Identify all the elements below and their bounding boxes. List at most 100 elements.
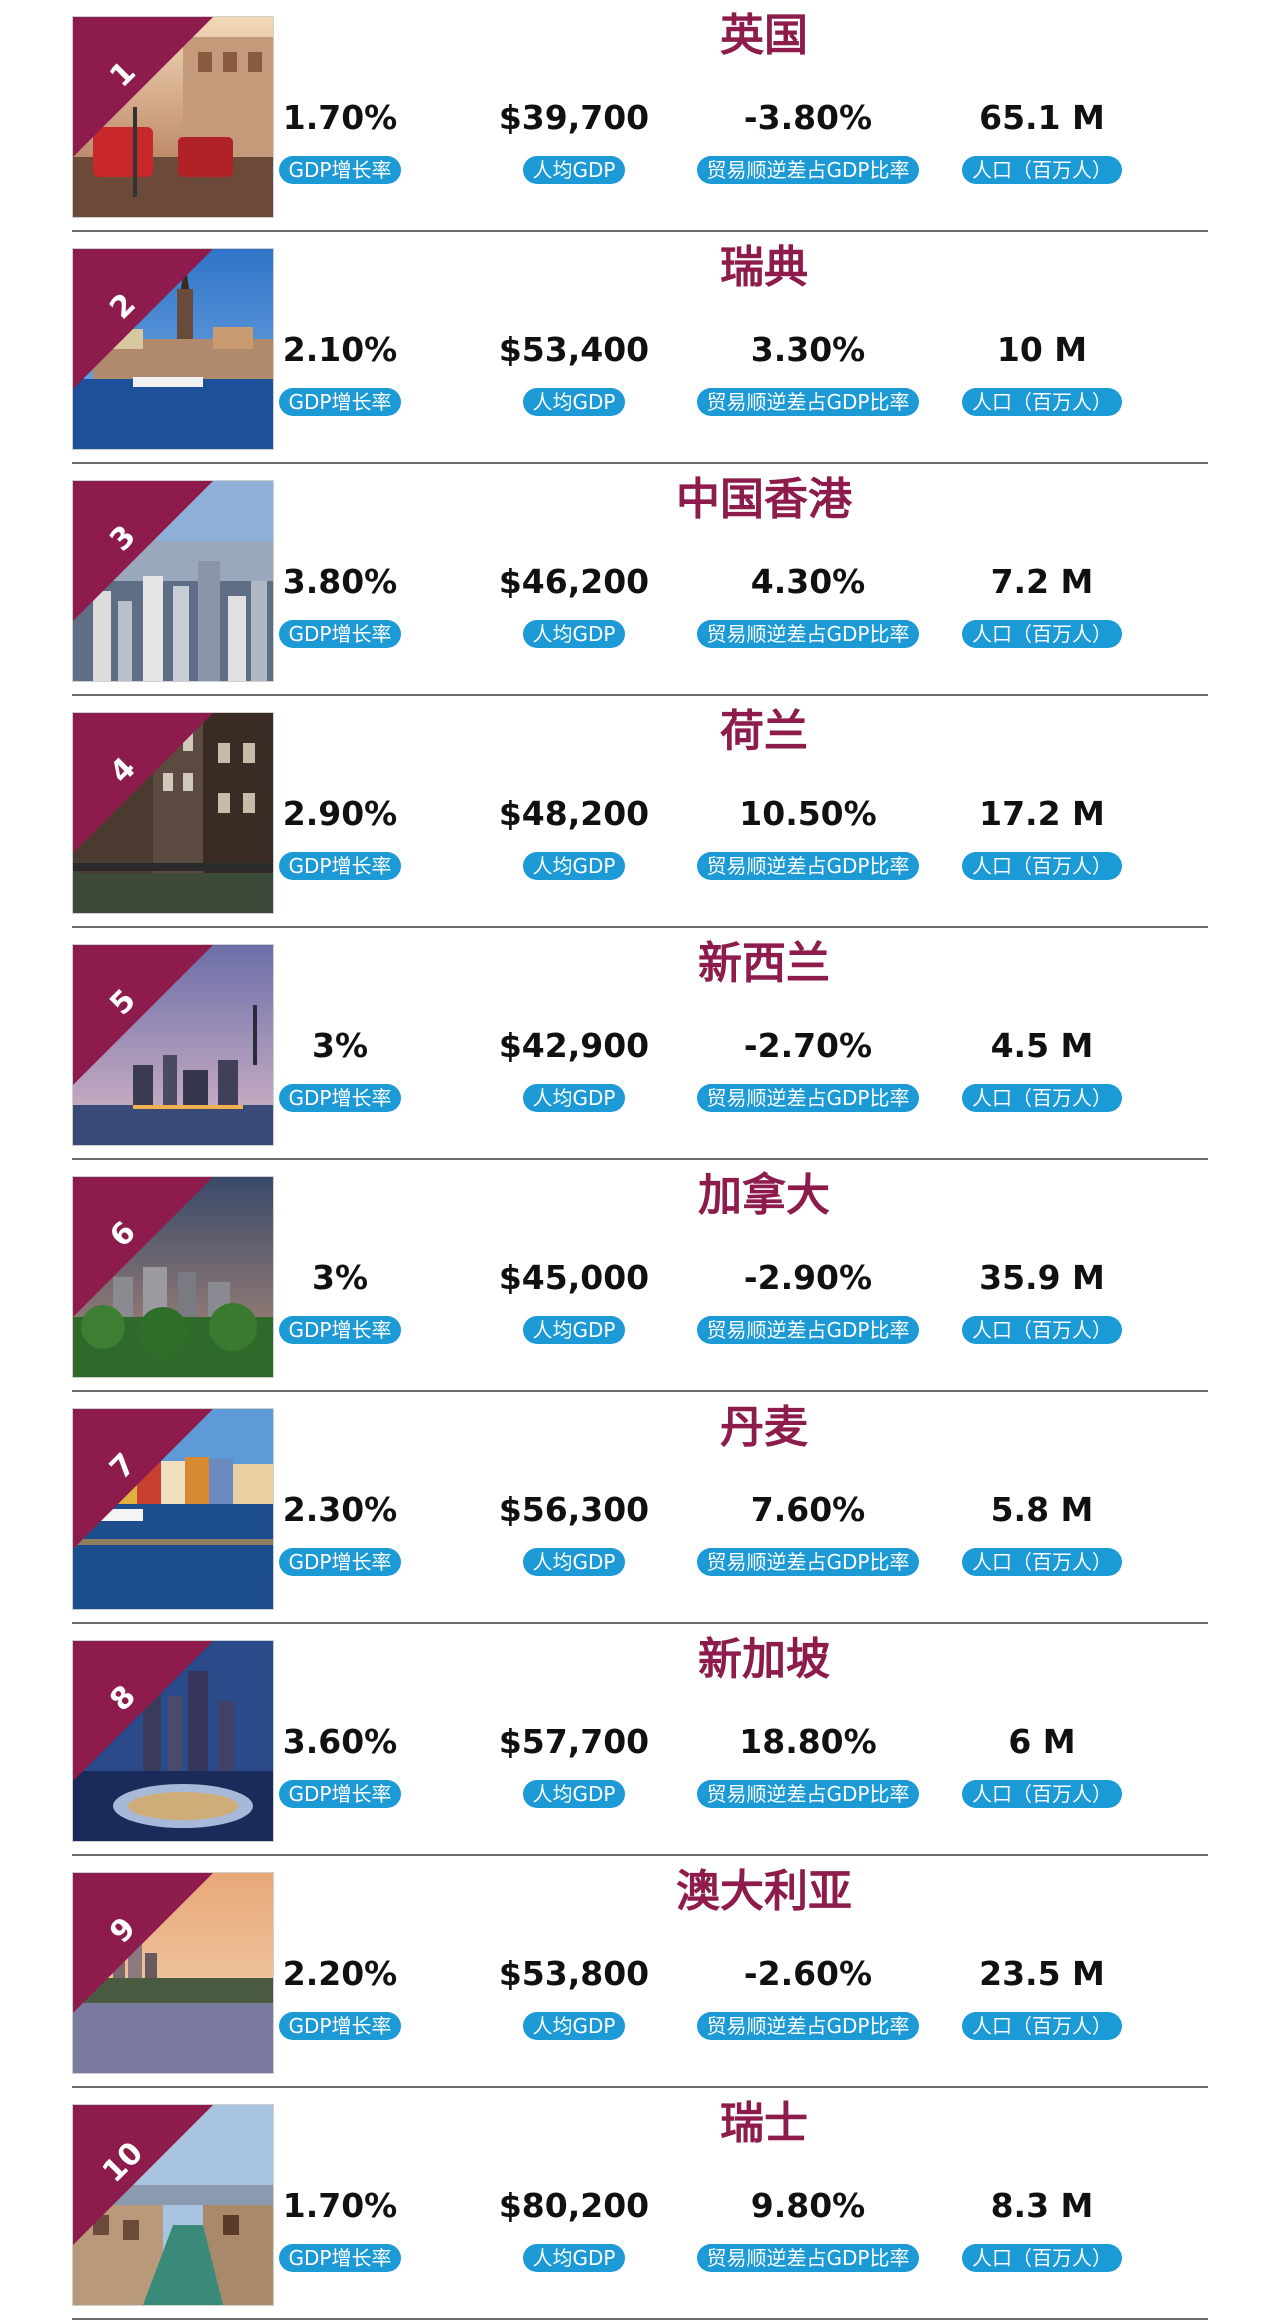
row-divider	[72, 1158, 1208, 1160]
rank-number: 5	[103, 982, 143, 1023]
gdp-per-capita-value: $42,900	[498, 1026, 650, 1065]
country-row-1: 1 英国 1.70% GDP增长率 $39,700 人均GDP -3.80% 贸…	[72, 0, 1208, 232]
stat-population: 4.5 M 人口（百万人）	[942, 1024, 1142, 1112]
country-photo: 10	[72, 2104, 274, 2306]
row-divider	[72, 2318, 1208, 2320]
gdp-per-capita-value: $48,200	[498, 794, 650, 833]
country-name: 新加坡	[698, 1634, 830, 1685]
country-name: 瑞典	[720, 242, 808, 293]
stat-gdp-growth: 2.10% GDP增长率	[240, 328, 440, 416]
stat-gdp-growth: 1.70% GDP增长率	[240, 2184, 440, 2272]
country-row-8: 8 新加坡 3.60% GDP增长率 $57,700 人均GDP 18.80% …	[72, 1624, 1208, 1856]
stat-gdp-per-capita: $45,000 人均GDP	[474, 1256, 674, 1344]
trade-balance-label: 贸易顺逆差占GDP比率	[696, 1780, 920, 1808]
gdp-per-capita-label: 人均GDP	[522, 2244, 626, 2272]
gdp-per-capita-label: 人均GDP	[522, 1548, 626, 1576]
country-name: 英国	[720, 10, 808, 61]
rank-ribbon	[73, 1641, 213, 1781]
population-label: 人口（百万人）	[962, 1316, 1122, 1344]
rank-ribbon	[73, 249, 213, 389]
stat-gdp-per-capita: $39,700 人均GDP	[474, 96, 674, 184]
gdp-per-capita-value: $53,400	[498, 330, 650, 369]
trade-balance-label: 贸易顺逆差占GDP比率	[696, 156, 920, 184]
gdp-growth-value: 2.90%	[282, 794, 398, 833]
gdp-growth-value: 2.30%	[282, 1490, 398, 1529]
gdp-growth-value: 2.20%	[282, 1954, 398, 1993]
stat-gdp-growth: 2.90% GDP增长率	[240, 792, 440, 880]
population-label: 人口（百万人）	[962, 1780, 1122, 1808]
country-name: 丹麦	[720, 1402, 808, 1453]
stat-trade-balance: 4.30% 贸易顺逆差占GDP比率	[678, 560, 938, 648]
rank-badge: 3	[73, 481, 173, 581]
rank-ribbon	[73, 713, 213, 853]
rank-ribbon	[73, 2105, 213, 2245]
gdp-per-capita-label: 人均GDP	[522, 620, 626, 648]
gdp-per-capita-value: $57,700	[498, 1722, 650, 1761]
stat-gdp-growth: 3.60% GDP增长率	[240, 1720, 440, 1808]
population-label: 人口（百万人）	[962, 156, 1122, 184]
trade-balance-label: 贸易顺逆差占GDP比率	[696, 388, 920, 416]
stat-population: 6 M 人口（百万人）	[942, 1720, 1142, 1808]
rank-ribbon	[73, 17, 213, 157]
country-row-6: 6 加拿大 3% GDP增长率 $45,000 人均GDP -2.90% 贸易顺…	[72, 1160, 1208, 1392]
row-divider	[72, 462, 1208, 464]
stat-gdp-growth: 1.70% GDP增长率	[240, 96, 440, 184]
population-value: 6 M	[1008, 1722, 1076, 1761]
population-label: 人口（百万人）	[962, 388, 1122, 416]
row-divider	[72, 1390, 1208, 1392]
population-label: 人口（百万人）	[962, 1084, 1122, 1112]
stat-gdp-growth: 2.30% GDP增长率	[240, 1488, 440, 1576]
trade-balance-value: 10.50%	[739, 794, 877, 833]
gdp-growth-label: GDP增长率	[278, 620, 402, 648]
gdp-per-capita-value: $45,000	[498, 1258, 650, 1297]
stat-gdp-per-capita: $53,400 人均GDP	[474, 328, 674, 416]
rank-number: 10	[95, 2135, 151, 2190]
stat-population: 35.9 M 人口（百万人）	[942, 1256, 1142, 1344]
rank-number: 3	[103, 518, 143, 559]
stat-population: 7.2 M 人口（百万人）	[942, 560, 1142, 648]
population-value: 23.5 M	[979, 1954, 1105, 1993]
country-name: 瑞士	[720, 2098, 808, 2149]
country-row-9: 9 澳大利亚 2.20% GDP增长率 $53,800 人均GDP -2.60%…	[72, 1856, 1208, 2088]
stat-population: 10 M 人口（百万人）	[942, 328, 1142, 416]
country-row-4: 4 荷兰 2.90% GDP增长率 $48,200 人均GDP 10.50% 贸…	[72, 696, 1208, 928]
population-label: 人口（百万人）	[962, 2244, 1122, 2272]
stat-population: 5.8 M 人口（百万人）	[942, 1488, 1142, 1576]
gdp-growth-label: GDP增长率	[278, 2244, 402, 2272]
country-photo: 5	[72, 944, 274, 1146]
stat-population: 17.2 M 人口（百万人）	[942, 792, 1142, 880]
population-value: 35.9 M	[979, 1258, 1105, 1297]
country-row-5: 5 新西兰 3% GDP增长率 $42,900 人均GDP -2.70% 贸易顺…	[72, 928, 1208, 1160]
gdp-per-capita-value: $46,200	[498, 562, 650, 601]
photo-scene	[73, 17, 273, 217]
stat-gdp-per-capita: $57,700 人均GDP	[474, 1720, 674, 1808]
country-photo: 2	[72, 248, 274, 450]
population-value: 7.2 M	[990, 562, 1094, 601]
stat-population: 65.1 M 人口（百万人）	[942, 96, 1142, 184]
trade-balance-value: -2.60%	[743, 1954, 873, 1993]
gdp-per-capita-label: 人均GDP	[522, 1316, 626, 1344]
stat-trade-balance: 10.50% 贸易顺逆差占GDP比率	[678, 792, 938, 880]
gdp-per-capita-label: 人均GDP	[522, 2012, 626, 2040]
gdp-per-capita-label: 人均GDP	[522, 388, 626, 416]
row-divider	[72, 230, 1208, 232]
gdp-per-capita-value: $53,800	[498, 1954, 650, 1993]
country-photo: 1	[72, 16, 274, 218]
gdp-growth-label: GDP增长率	[278, 156, 402, 184]
gdp-growth-label: GDP增长率	[278, 1084, 402, 1112]
rank-number: 4	[103, 750, 143, 791]
country-name: 澳大利亚	[676, 1866, 852, 1917]
trade-balance-value: 18.80%	[739, 1722, 877, 1761]
country-photo: 9	[72, 1872, 274, 2074]
trade-balance-value: -3.80%	[743, 98, 873, 137]
country-name: 荷兰	[720, 706, 808, 757]
stat-trade-balance: -2.90% 贸易顺逆差占GDP比率	[678, 1256, 938, 1344]
stat-gdp-per-capita: $56,300 人均GDP	[474, 1488, 674, 1576]
rank-ribbon	[73, 1409, 213, 1549]
gdp-per-capita-value: $80,200	[498, 2186, 650, 2225]
trade-balance-value: 7.60%	[750, 1490, 866, 1529]
population-label: 人口（百万人）	[962, 1548, 1122, 1576]
gdp-growth-label: GDP增长率	[278, 1548, 402, 1576]
rank-badge: 5	[73, 945, 173, 1045]
